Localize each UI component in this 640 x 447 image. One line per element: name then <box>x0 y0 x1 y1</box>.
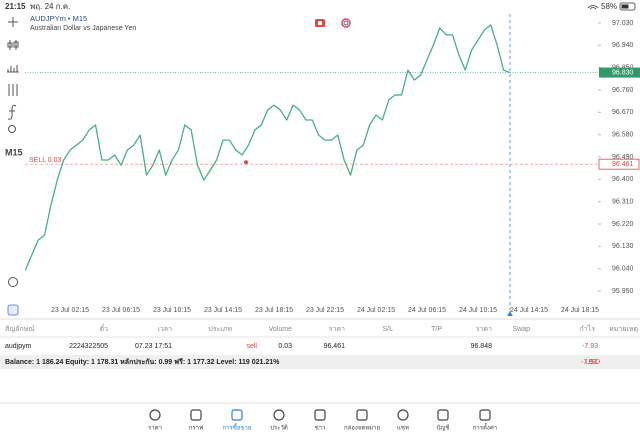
status-battery: 58% <box>601 2 617 11</box>
y-tick-label: 96.040 <box>612 266 634 273</box>
column-header: ราคา <box>476 326 492 333</box>
column-header: ประเภท <box>208 326 232 333</box>
column-header: S/L <box>382 326 393 333</box>
order-line-text: SELL 0.03 <box>29 157 62 164</box>
left-toolbar <box>7 17 19 287</box>
position-cell[interactable]: 07.23 17:51 <box>135 343 172 350</box>
shapes-tool[interactable] <box>8 125 16 133</box>
function-tool[interactable] <box>7 104 17 120</box>
nav-icon[interactable] <box>149 409 161 421</box>
timeframe-button[interactable]: M15 <box>5 147 23 157</box>
signal-icon-inner <box>343 20 349 26</box>
nav-label[interactable]: ประวัติ <box>270 425 288 432</box>
x-tick-label: 24 Jul 14:15 <box>510 307 548 314</box>
objects-tool[interactable] <box>8 84 18 96</box>
chart-subtitle: Australian Dollar vs Japanese Yen <box>30 25 136 32</box>
battery-level <box>621 4 629 9</box>
indicators-tool[interactable] <box>7 65 19 73</box>
nav-label[interactable]: บัญชี <box>437 424 450 432</box>
one-click-icon-inner <box>318 21 322 25</box>
account-summary-band <box>0 355 640 369</box>
y-tick-label: 96.670 <box>612 109 634 116</box>
nav-icon[interactable] <box>231 409 243 421</box>
wifi-icon <box>587 5 599 10</box>
nav-label[interactable]: การตั้งค่า <box>473 422 497 432</box>
nav-label[interactable]: กราฟ <box>189 425 203 432</box>
column-header: หมายเหตุ <box>609 326 638 333</box>
order-price-label: 96.461 <box>612 161 634 168</box>
search-tool[interactable] <box>8 277 18 287</box>
y-tick-label: 95.950 <box>612 288 634 295</box>
x-tick-label: 24 Jul 18:15 <box>561 307 599 314</box>
status-time: 21:15 <box>5 2 26 11</box>
time-cursor-marker <box>507 311 513 316</box>
nav-icon[interactable] <box>273 409 285 421</box>
y-tick-label: 97.030 <box>612 20 634 27</box>
nav-icon[interactable] <box>356 409 368 421</box>
column-header: เวลา <box>157 326 172 333</box>
y-tick-label: 96.940 <box>612 42 634 49</box>
account-profit: -7.93 <box>581 359 597 366</box>
order-price-box <box>598 158 640 170</box>
position-cell[interactable]: audjpym <box>5 343 32 350</box>
x-tick-label: 24 Jul 10:15 <box>459 307 497 314</box>
x-tick-label: 24 Jul 06:15 <box>408 307 446 314</box>
nav-label[interactable]: แชท <box>397 425 409 432</box>
y-tick-label: 96.130 <box>612 243 634 250</box>
x-tick-label: 23 Jul 02:15 <box>51 307 89 314</box>
column-header: ตั๋ว <box>100 324 109 333</box>
x-tick-label: 23 Jul 06:15 <box>102 307 140 314</box>
x-tick-label: 23 Jul 22:15 <box>306 307 344 314</box>
nav-label[interactable]: ราคา <box>148 425 162 432</box>
y-tick-label: 96.220 <box>612 221 634 228</box>
chart-title: AUDJPYm • M15 <box>30 14 87 23</box>
y-tick-label: 96.400 <box>612 176 634 183</box>
position-cell[interactable]: sell <box>246 343 257 350</box>
current-price-box <box>599 67 640 78</box>
nav-label[interactable]: กล่องจดหมาย <box>344 425 380 432</box>
column-header: T/P <box>431 326 442 333</box>
account-currency: USD <box>585 359 600 366</box>
x-tick-label: 23 Jul 14:15 <box>204 307 242 314</box>
nav-label[interactable]: การซื้อขาย <box>223 422 252 432</box>
nav-icon[interactable] <box>479 409 491 421</box>
y-tick-label: 96.490 <box>612 154 634 161</box>
nav-label[interactable]: ข่าว <box>315 425 326 432</box>
column-header: Swap <box>512 326 530 333</box>
y-tick-label: 96.310 <box>612 199 634 206</box>
position-cell[interactable]: 96.848 <box>471 343 493 350</box>
nav-icon[interactable] <box>190 409 202 421</box>
battery-icon <box>619 2 636 11</box>
status-date: พฤ. 24 ก.ค. <box>30 2 70 11</box>
order-entry-marker <box>244 160 248 165</box>
price-series <box>24 24 511 271</box>
account-summary: Balance: 1 186.24 Equity: 1 178.31 หลักป… <box>5 358 280 366</box>
position-cell[interactable]: -7.93 <box>582 343 598 350</box>
nav-icon[interactable] <box>437 409 449 421</box>
trade-tool[interactable] <box>7 304 19 316</box>
column-header: Volume <box>269 326 292 333</box>
x-tick-label: 24 Jul 02:15 <box>357 307 395 314</box>
position-cell[interactable]: 96.461 <box>324 343 346 350</box>
column-header: ราคา <box>329 326 345 333</box>
column-header: กำไร <box>580 324 596 333</box>
current-price-label: 96.830 <box>612 69 634 76</box>
x-tick-label: 23 Jul 18:15 <box>255 307 293 314</box>
x-tick-label: 23 Jul 10:15 <box>153 307 191 314</box>
position-cell[interactable]: 0.03 <box>278 343 292 350</box>
nav-icon[interactable] <box>397 409 409 421</box>
y-tick-label: 96.580 <box>612 131 634 138</box>
signal-icon[interactable] <box>341 18 351 28</box>
nav-icon[interactable] <box>314 409 326 421</box>
column-header: สัญลักษณ์ <box>5 325 35 333</box>
y-tick-label: 96.760 <box>612 87 634 94</box>
crosshair-tool[interactable] <box>8 17 18 27</box>
chart-type-tool[interactable] <box>7 40 19 50</box>
position-cell[interactable]: 2224322505 <box>69 343 108 350</box>
